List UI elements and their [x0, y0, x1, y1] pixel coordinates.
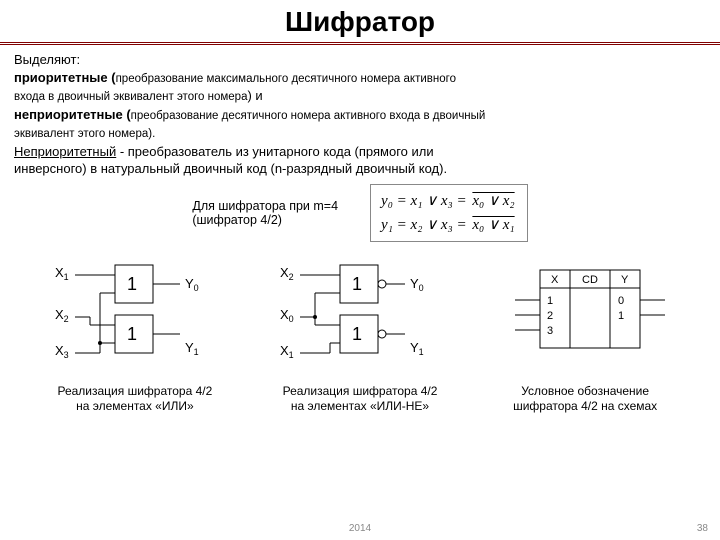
cap2a: Реализация шифратора 4/2 [283, 384, 438, 398]
intro-l1: Для шифратора при m=4 [192, 199, 338, 213]
t4b: преобразование десятичного номера активн… [131, 110, 486, 122]
diagram-symbol: X CD Y 1 2 3 0 1 Условное обозначение ши… [474, 250, 696, 414]
svg-text:X1: X1 [55, 265, 69, 282]
diagram-or: 1 1 X1 X2 X3 Y0 [24, 250, 246, 414]
svg-text:Y1: Y1 [410, 340, 424, 357]
svg-text:X1: X1 [280, 343, 294, 360]
body-text: Выделяют: приоритетные (преобразование м… [0, 45, 720, 414]
svg-text:1: 1 [352, 324, 362, 344]
svg-text:1: 1 [127, 324, 137, 344]
svg-text:0: 0 [618, 295, 624, 307]
cap2b: на элементах «ИЛИ-НЕ» [291, 399, 429, 413]
intro-l2: (шифратор 4/2) [192, 213, 282, 227]
svg-text:Y1: Y1 [185, 340, 199, 357]
t6b: - преобразователь из унитарного кода (пр… [116, 144, 433, 159]
svg-text:X: X [551, 274, 559, 286]
svg-text:Y0: Y0 [185, 276, 199, 293]
formula-y0ov: x₀ ∨ x₂ [470, 189, 516, 213]
diagram-or-not: 1 1 X2 X0 X1 [249, 250, 471, 414]
t6a: Неприоритетный [14, 144, 116, 159]
svg-text:1: 1 [618, 310, 624, 322]
footer: 2014 38 [0, 523, 720, 534]
t5: эквивалент этого номера). [14, 128, 155, 140]
svg-text:3: 3 [547, 325, 553, 337]
svg-text:1: 1 [127, 274, 137, 294]
svg-text:Y: Y [621, 274, 629, 286]
formula-box: y₀ = x₁ ∨ x₃ = x₀ ∨ x₂ y₁ = x₂ ∨ x₃ = x₀… [370, 184, 528, 242]
t7: инверсного) в натуральный двоичный код (… [14, 161, 447, 176]
svg-text:1: 1 [547, 295, 553, 307]
svg-text:X2: X2 [280, 265, 294, 282]
page-title: Шифратор [0, 0, 720, 45]
svg-text:Y0: Y0 [410, 276, 424, 293]
intro-text: Для шифратора при m=4 (шифратор 4/2) [192, 199, 338, 227]
t1: Выделяют: [14, 52, 80, 67]
svg-text:CD: CD [582, 274, 598, 286]
formula-y0: y₀ = x₁ ∨ x₃ = [381, 193, 470, 209]
cap1b: на элементах «ИЛИ» [76, 399, 194, 413]
svg-text:X3: X3 [55, 343, 69, 360]
t4a: неприоритетные ( [14, 107, 131, 122]
svg-text:X2: X2 [55, 307, 69, 324]
footer-year: 2014 [0, 523, 720, 534]
cap3a: Условное обозначение [521, 384, 649, 398]
svg-text:2: 2 [547, 310, 553, 322]
cap3b: шифратора 4/2 на схемах [513, 399, 657, 413]
t3b: ) и [247, 88, 262, 103]
cap1a: Реализация шифратора 4/2 [57, 384, 212, 398]
t2a: приоритетные ( [14, 70, 116, 85]
formula-y1: y₁ = x₂ ∨ x₃ = [381, 217, 470, 233]
svg-text:1: 1 [352, 274, 362, 294]
t2b: преобразование максимального десятичного… [116, 73, 456, 85]
formula-y1ov: x₀ ∨ x₁ [470, 213, 516, 237]
footer-page: 38 [697, 523, 708, 534]
t3: входа в двоичный эквивалент этого номера [14, 91, 247, 103]
svg-text:X0: X0 [280, 307, 294, 324]
